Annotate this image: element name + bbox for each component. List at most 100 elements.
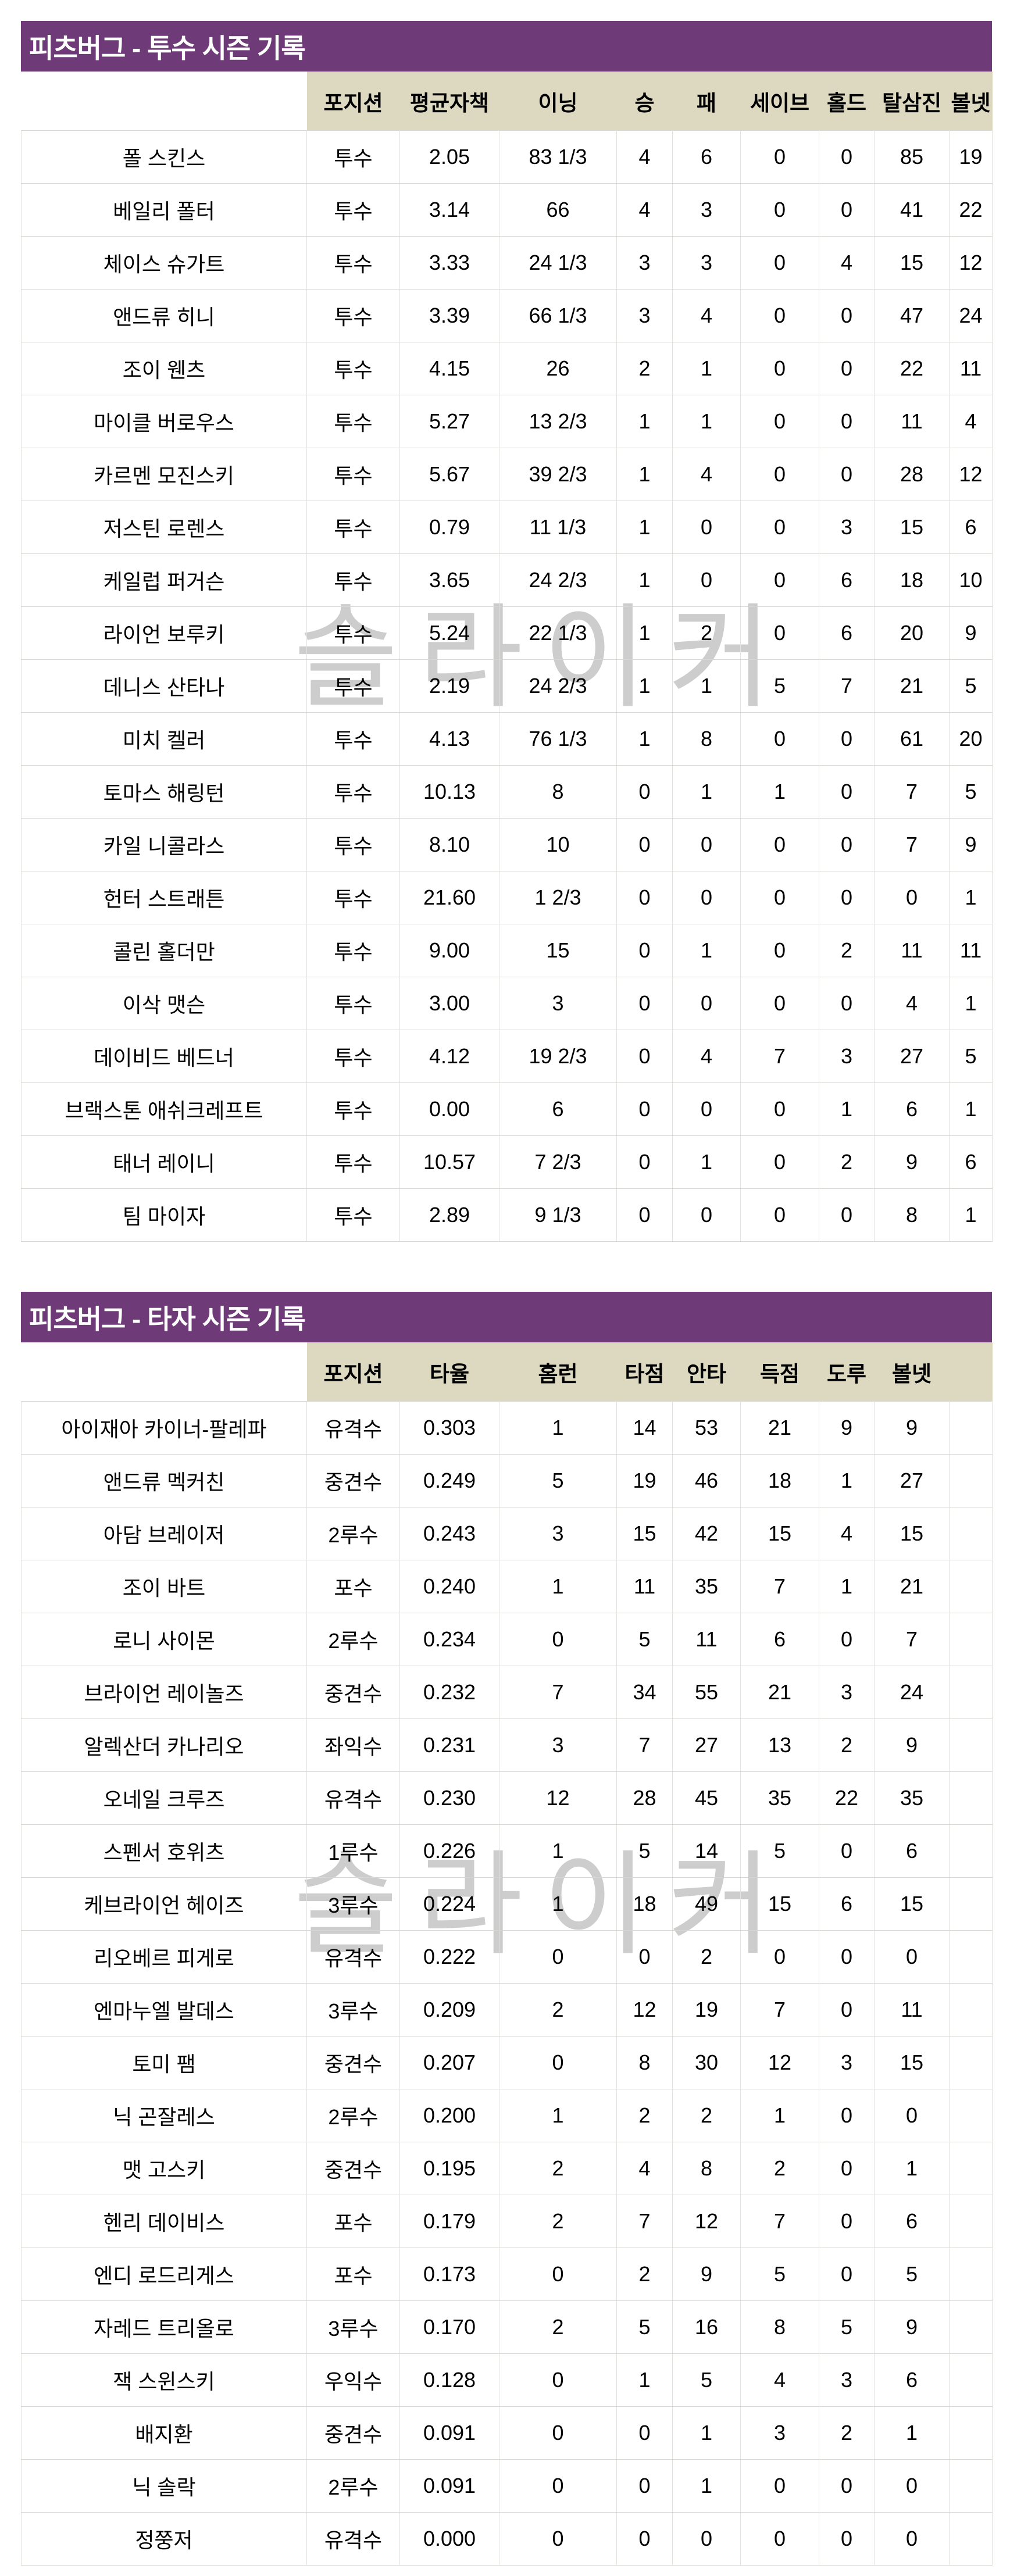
pitchers-table-title: 피츠버그 - 투수 시즌 기록: [21, 21, 992, 72]
player-name-cell: 토마스 해링턴: [21, 765, 307, 819]
player-name-cell: 헨리 데이비스: [21, 2195, 307, 2248]
stat-cell: 0: [499, 2459, 617, 2513]
stat-cell: 7: [819, 659, 875, 713]
player-name-cell: 스펜서 호위츠: [21, 1824, 307, 1878]
column-header: 패: [672, 72, 741, 131]
stat-cell: 5: [616, 1613, 673, 1666]
stat-cell: 4: [672, 1030, 741, 1083]
stat-cell: 0.234: [399, 1613, 499, 1666]
stat-cell: 3.39: [399, 289, 499, 342]
player-row: 베일리 폴터 투수 3.14 66 4 3 0 0 41 22: [21, 183, 993, 237]
stat-cell: 0: [616, 818, 673, 871]
stat-cell: 0: [740, 1082, 819, 1136]
player-row: 알렉산더 카나리오 좌익수 0.231 3 7 27 13 2 9: [21, 1718, 993, 1772]
column-header: 세이브: [740, 72, 819, 131]
stat-cell: 0: [616, 1930, 673, 1984]
player-row: 엔마누엘 발데스 3루수 0.209 2 12 19 7 0 11: [21, 1983, 993, 2036]
stat-cell: 7: [740, 1030, 819, 1083]
stat-cell: 5.27: [399, 395, 499, 448]
stat-cell: 0: [672, 1188, 741, 1242]
player-row: 오네일 크루즈 유격수 0.230 12 28 45 35 22 35: [21, 1771, 993, 1825]
stat-cell: 0: [740, 183, 819, 237]
stat-cell: 0: [740, 924, 819, 977]
stat-cell: 15: [740, 1877, 819, 1931]
player-row: 리오베르 피게로 유격수 0.222 0 0 2 0 0 0: [21, 1930, 993, 1984]
stat-cell: 투수: [306, 871, 400, 924]
player-row: 라이언 보루키 투수 5.24 22 1/3 1 2 0 6 20 9: [21, 606, 993, 660]
stat-cell: 6: [499, 1082, 617, 1136]
stat-cell: 34: [616, 1666, 673, 1719]
stat-cell: 11 1/3: [499, 501, 617, 554]
stat-cell: 포수: [306, 1560, 400, 1613]
player-name-cell: 로니 사이몬: [21, 1613, 307, 1666]
stat-cell: 0: [616, 2406, 673, 2460]
stat-cell: 투수: [306, 606, 400, 660]
stat-cell: 0: [740, 395, 819, 448]
player-row: 팀 마이자 투수 2.89 9 1/3 0 0 0 0 8 1: [21, 1188, 993, 1242]
stat-cell: 투수: [306, 448, 400, 501]
stat-cell: 9: [819, 1401, 875, 1455]
stat-cell: 3: [499, 1507, 617, 1560]
stat-cell: 투수: [306, 1082, 400, 1136]
stat-cell: 7: [740, 2195, 819, 2248]
stat-cell: 0.249: [399, 1454, 499, 1507]
stat-cell: 13 2/3: [499, 395, 617, 448]
stat-cell: 0: [819, 342, 875, 395]
stat-cell: 8: [740, 2300, 819, 2354]
stat-cell: 투수: [306, 1188, 400, 1242]
player-name-cell: 태너 레이니: [21, 1135, 307, 1189]
stat-cell: 0: [819, 448, 875, 501]
column-header: 홀드: [819, 72, 875, 131]
player-name-cell: 잭 스윈스키: [21, 2353, 307, 2407]
stat-cell: 1: [819, 1082, 875, 1136]
stat-cell: 중견수: [306, 1666, 400, 1719]
stat-cell: 12: [949, 448, 993, 501]
stat-cell: 포수: [306, 2195, 400, 2248]
stat-cell: 0.128: [399, 2353, 499, 2407]
stat-cell: 1: [672, 765, 741, 819]
pitchers-section: 피츠버그 - 투수 시즌 기록 포지션 평균자책 이닝 승 패 세이브 홀드 탈삼진 볼넷 폴 …: [21, 21, 993, 1242]
stat-cell: 0.170: [399, 2300, 499, 2354]
stat-cell: 투수: [306, 183, 400, 237]
stat-cell: 0: [740, 1930, 819, 1984]
stat-cell: 24: [874, 1666, 950, 1719]
stat-cell: [949, 1666, 993, 1719]
stat-cell: 1: [874, 2142, 950, 2195]
stat-cell: 15: [499, 924, 617, 977]
stat-cell: 0.195: [399, 2142, 499, 2195]
stat-cell: 9: [949, 818, 993, 871]
stat-cell: [949, 2195, 993, 2248]
stat-cell: 0: [740, 130, 819, 184]
stat-cell: 0: [740, 342, 819, 395]
batters-header-row: 포지션 타율 홈런 타점 안타 득점 도루 볼넷: [21, 1342, 993, 1402]
player-name-cell: 데이비드 베드너: [21, 1030, 307, 1083]
stat-cell: 2: [672, 2089, 741, 2142]
stat-cell: 투수: [306, 236, 400, 290]
stat-cell: 2: [819, 2406, 875, 2460]
stat-cell: 9: [949, 606, 993, 660]
stat-cell: 2: [819, 1718, 875, 1772]
stat-cell: [949, 1930, 993, 1984]
stat-cell: [949, 2406, 993, 2460]
column-header: 포지션: [306, 72, 400, 131]
stat-cell: 0.232: [399, 1666, 499, 1719]
stat-cell: 4: [740, 2353, 819, 2407]
stat-cell: 35: [740, 1771, 819, 1825]
player-name-cell: 브라이언 레이놀즈: [21, 1666, 307, 1719]
stat-cell: 0.231: [399, 1718, 499, 1772]
stat-cell: 2: [616, 2248, 673, 2301]
stat-cell: 4: [672, 289, 741, 342]
stat-cell: 투수: [306, 1135, 400, 1189]
stat-cell: 7: [740, 1983, 819, 2036]
player-row: 정쭝저 유격수 0.000 0 0 0 0 0 0: [21, 2512, 993, 2566]
stat-cell: 1: [672, 924, 741, 977]
stat-cell: 6: [874, 2195, 950, 2248]
stat-cell: 21: [740, 1666, 819, 1719]
stat-cell: 투수: [306, 289, 400, 342]
player-name-cell: 아이재아 카이너-팔레파: [21, 1401, 307, 1455]
stat-cell: 0: [616, 1188, 673, 1242]
stat-cell: 0: [740, 2459, 819, 2513]
stat-cell: 0.226: [399, 1824, 499, 1878]
column-header: 이닝: [499, 72, 617, 131]
